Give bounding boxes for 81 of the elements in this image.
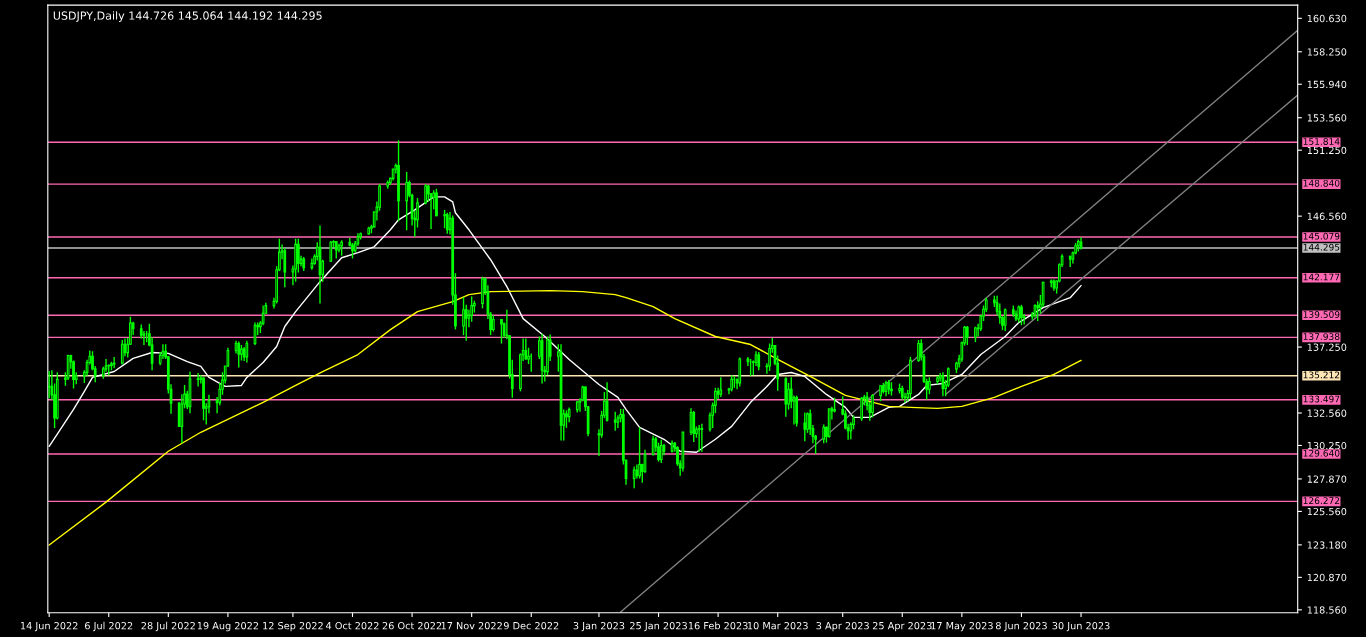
- candlestick: [443, 209, 446, 229]
- candlestick: [871, 393, 874, 419]
- candlestick: [898, 382, 901, 395]
- x-tick-label: 26 Oct 2022: [382, 621, 442, 630]
- y-tick-label: 127.870: [1307, 475, 1347, 483]
- y-tick-label: 155.940: [1307, 80, 1347, 89]
- candlestick: [445, 212, 449, 235]
- ref-line-label: 148.840: [1303, 179, 1340, 187]
- candlestick: [879, 384, 882, 402]
- x-tick-label: 6 Jul 2022: [85, 621, 133, 632]
- x-tick-label: 25 Apr 2023: [872, 621, 932, 632]
- candlestick: [112, 356, 116, 369]
- ref-line-label: 139.509: [1303, 311, 1340, 318]
- x-tick-label: 16 Feb 2023: [688, 621, 748, 630]
- candlestick: [917, 339, 920, 363]
- x-tick-label: 17 May 2023: [931, 621, 993, 632]
- candlestick: [283, 247, 287, 288]
- candlestick: [928, 376, 931, 395]
- ref-line-label: 145.079: [1303, 232, 1340, 240]
- candlestick: [110, 361, 113, 371]
- candlestick: [294, 238, 297, 283]
- candlestick: [524, 337, 528, 361]
- ref-line-label: 133.497: [1303, 395, 1340, 403]
- candlestick: [196, 372, 200, 388]
- y-tick-label: 130.250: [1307, 441, 1347, 450]
- ref-line-label: 142.177: [1303, 273, 1340, 281]
- x-tick-label: 19 Aug 2022: [197, 621, 259, 632]
- candlestick: [936, 375, 939, 386]
- candlestick: [974, 325, 977, 343]
- candlestick: [202, 376, 205, 421]
- candlestick: [1003, 307, 1007, 332]
- candlestick: [700, 422, 704, 453]
- x-tick-label: 14 Jun 2022: [20, 621, 78, 632]
- ref-line-label: 129.640: [1303, 449, 1340, 457]
- candlestick: [565, 409, 568, 429]
- x-tick-label: 30 Jun 2023: [1052, 621, 1110, 632]
- x-tick-label: 3 Jan 2023: [573, 621, 625, 632]
- y-tick-label: 151.250: [1307, 146, 1347, 155]
- y-tick-label: 153.560: [1307, 114, 1347, 122]
- line-series: [48, 289, 1082, 546]
- y-tick-label: 158.250: [1307, 48, 1347, 56]
- x-tick-label: 10 Mar 2023: [747, 621, 808, 630]
- candlestick: [329, 240, 333, 263]
- ref-line-label: 137.938: [1303, 333, 1340, 340]
- candlestick: [768, 342, 771, 372]
- x-tick-label: 12 Sep 2022: [263, 621, 323, 632]
- candlestick: [470, 295, 474, 323]
- x-tick-label: 17 Nov 2022: [441, 621, 502, 630]
- candlestick: [605, 381, 609, 423]
- y-tick-label: 137.250: [1307, 343, 1347, 351]
- text: USDJPY,Daily 144.726 145.064 144.192 144.295: [53, 11, 322, 22]
- x-tick-label: 4 Oct 2022: [326, 621, 379, 630]
- candlestick: [697, 424, 701, 453]
- ref-line-label: 144.295: [1303, 243, 1340, 251]
- x-tick-label: 9 Dec 2022: [503, 621, 559, 630]
- candlestick: [150, 336, 154, 371]
- x-tick-label: 25 Jan 2023: [630, 621, 687, 632]
- x-tick-label: 28 Jul 2022: [141, 621, 195, 632]
- candlestick: [965, 325, 969, 346]
- ref-line-label: 151.814: [1303, 138, 1340, 145]
- candlestick: [795, 394, 799, 428]
- y-tick-label: 118.560: [1307, 606, 1347, 614]
- y-tick-label: 132.560: [1307, 409, 1347, 417]
- y-tick-label: 125.560: [1307, 507, 1347, 516]
- ref-line-label: 126.272: [1303, 497, 1340, 505]
- candlestick: [435, 188, 438, 217]
- y-tick-label: 160.630: [1307, 14, 1347, 23]
- y-tick-label: 123.180: [1307, 541, 1347, 549]
- candlestick: [692, 410, 696, 443]
- x-tick-label: 3 Apr 2023: [816, 621, 869, 632]
- y-tick-label: 120.870: [1307, 573, 1347, 582]
- candlestick: [424, 183, 427, 206]
- candlestick: [657, 441, 660, 463]
- candlestick: [803, 411, 807, 442]
- candlestick: [860, 396, 864, 422]
- ref-line-label: 135.212: [1303, 371, 1340, 379]
- y-tick-label: 146.560: [1307, 212, 1347, 220]
- candlestick: [47, 370, 51, 400]
- candlestick: [405, 171, 409, 232]
- x-tick-label: 8 Jun 2023: [995, 621, 1047, 632]
- candlestick: [822, 423, 826, 445]
